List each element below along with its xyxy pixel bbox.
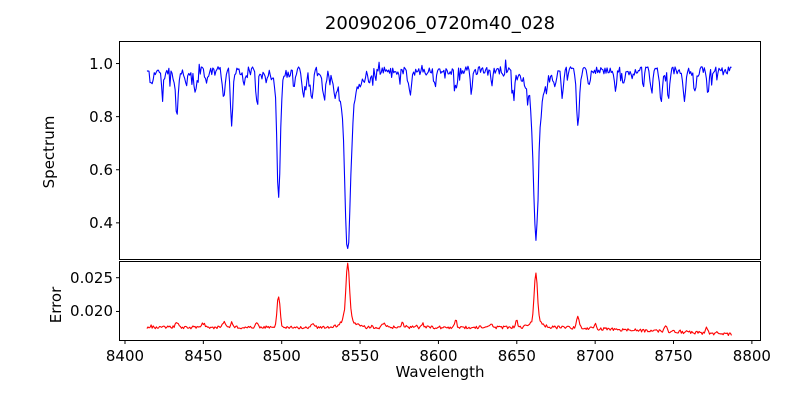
spectrum-line [146, 59, 732, 250]
spectrum-y-tick-label: 0.6 [89, 160, 113, 179]
x-tick-label: 8800 [732, 347, 771, 365]
x-tick-label: 8750 [654, 347, 693, 365]
x-tick-label: 8400 [105, 347, 145, 365]
chart-title: 20090206_0720m40_028 [324, 13, 556, 34]
error-y-tick-label: 0.020 [70, 302, 113, 321]
x-tick-label: 8500 [262, 347, 301, 365]
spectrum-axis-label: Spectrum [40, 115, 58, 189]
spectrum-axes-frame [119, 41, 761, 260]
x-axis-label: Wavelength [395, 363, 485, 381]
spectrum-y-tick-label: 1.0 [89, 54, 113, 73]
x-tick-label: 8600 [419, 347, 458, 365]
error-axis-label: Error [47, 286, 65, 324]
x-tick-label: 8700 [576, 347, 615, 365]
x-tick-label: 8550 [340, 347, 380, 365]
error-line [146, 262, 733, 337]
spectrum-y-tick-label: 0.4 [89, 213, 113, 232]
error-axes-frame [119, 261, 761, 341]
x-tick-label: 8450 [184, 347, 223, 365]
error-y-tick-label: 0.025 [70, 268, 113, 287]
spectrum-y-tick-label: 0.8 [89, 107, 113, 126]
x-tick-label: 8650 [497, 347, 536, 365]
